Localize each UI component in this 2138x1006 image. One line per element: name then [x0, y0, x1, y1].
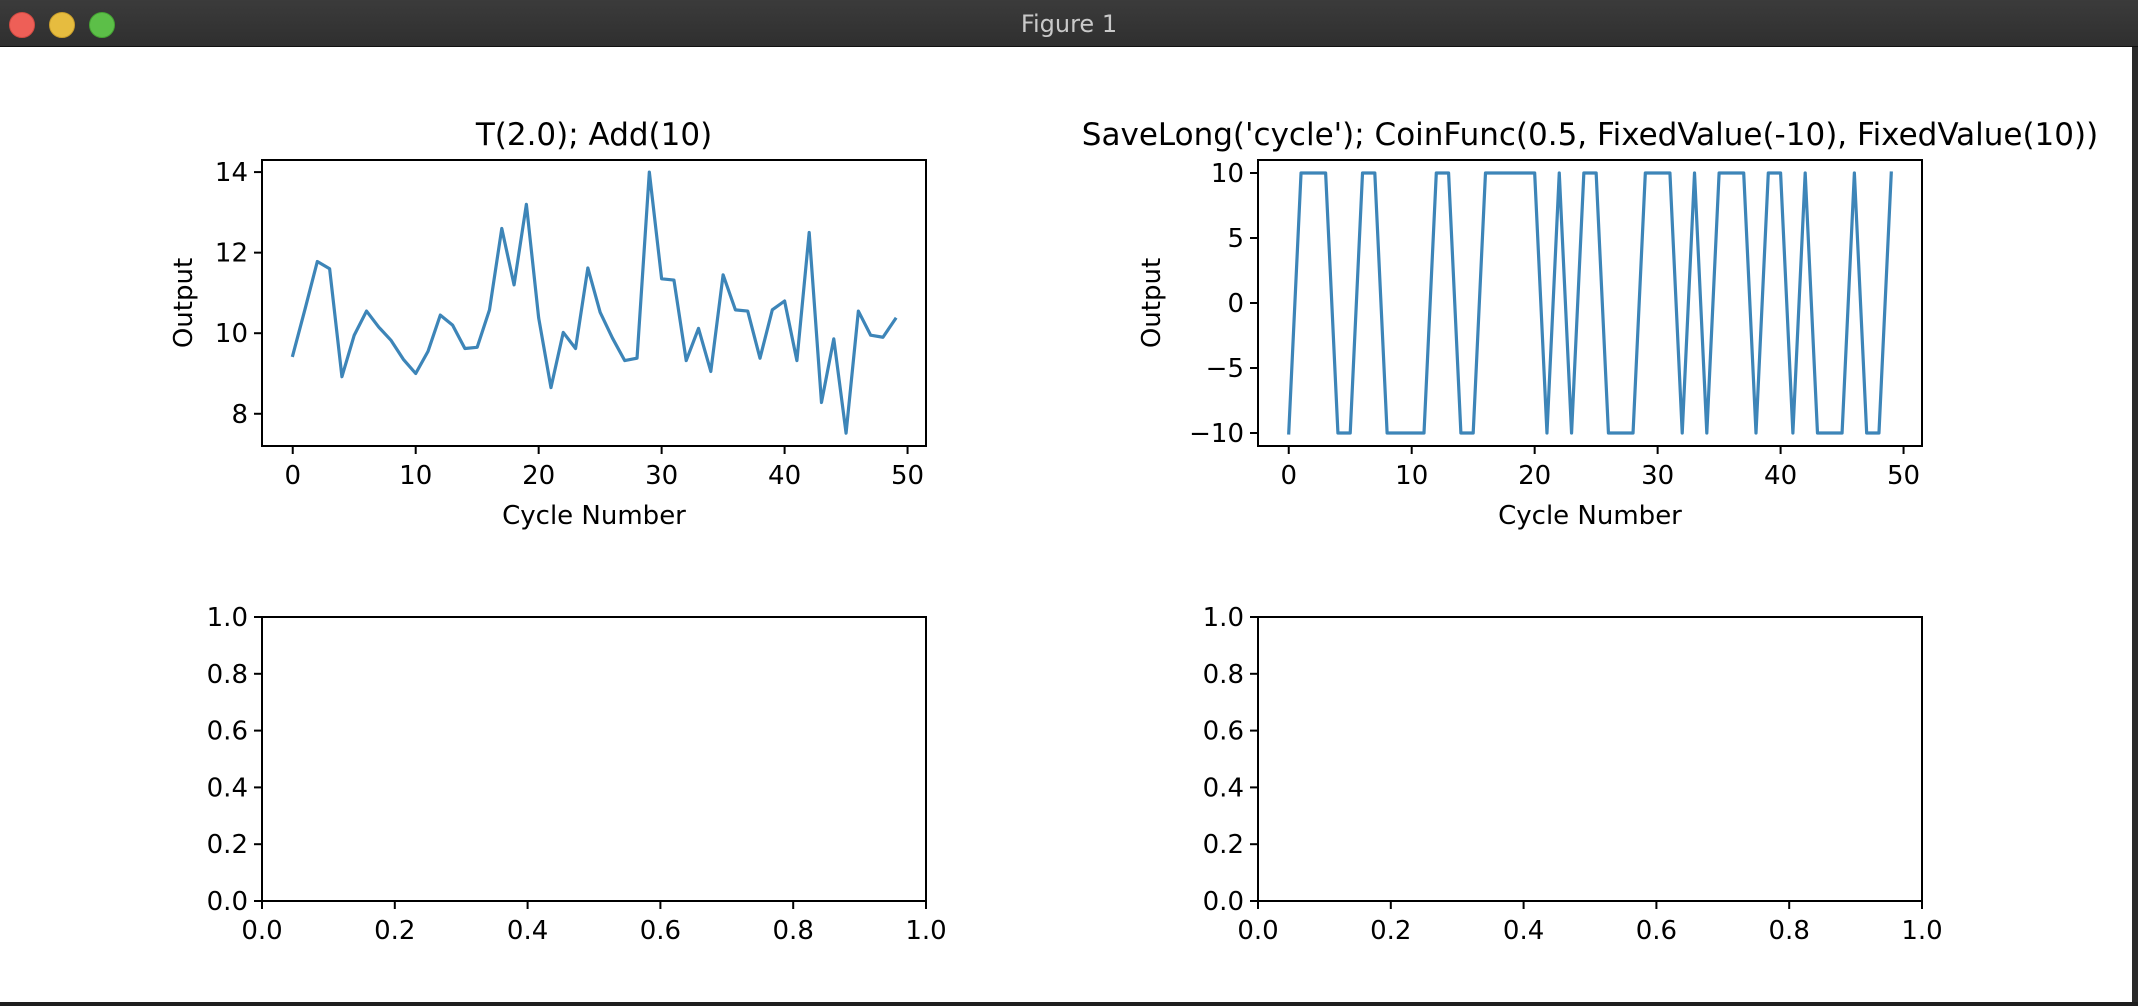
y-tick-label: 1.0: [207, 603, 248, 633]
x-tick-label: 1.0: [905, 916, 946, 946]
series-line: [290, 170, 898, 435]
x-tick-label: 50: [1887, 461, 1920, 491]
y-tick-label: 0.8: [1203, 660, 1244, 690]
plot-frame: [261, 159, 927, 447]
y-tick-label: 10: [1211, 159, 1244, 189]
y-tick-label: 0.6: [207, 717, 248, 747]
x-tick-label: 0: [284, 461, 301, 491]
series-line: [1287, 171, 1893, 435]
y-tick-label: 0.4: [207, 773, 248, 803]
y-tick-label: 10: [215, 319, 248, 349]
window-edge: [2132, 47, 2138, 1002]
y-tick-label: 0.0: [207, 887, 248, 917]
y-tick-label: 0.6: [1203, 717, 1244, 747]
x-tick-label: 0.4: [1503, 916, 1544, 946]
y-tick-label: 0.8: [207, 660, 248, 690]
y-axis-label: Output: [169, 258, 199, 348]
x-tick-label: 0.2: [374, 916, 415, 946]
window-title: Figure 1: [1020, 10, 1118, 38]
y-tick-label: 14: [215, 158, 248, 188]
y-tick-label: 0.4: [1203, 773, 1244, 803]
x-tick-label: 1.0: [1901, 916, 1942, 946]
x-tick-label: 0.8: [773, 916, 814, 946]
y-tick-label: 0.0: [1203, 887, 1244, 917]
figure-canvas: 0 10 20 30 40 50 8 10 12 14 T(2.0); Add(10) Cycle N…: [0, 47, 2132, 1002]
chart-4: 0.0 0.2 0.4 0.6 0.8 1.0 0.0 0.2 0.4 0.6 0.8 1.0: [1203, 603, 1943, 946]
minimize-button[interactable]: [49, 12, 75, 38]
x-tick-label: 10: [399, 461, 432, 491]
x-tick-label: 30: [1641, 461, 1674, 491]
y-tick-label: 1.0: [1203, 603, 1244, 633]
plot-frame: [261, 616, 927, 902]
x-tick-label: 0.6: [1636, 916, 1677, 946]
y-tick-label: 5: [1227, 224, 1244, 254]
chart-title: T(2.0); Add(10): [475, 117, 712, 153]
y-tick-label: −5: [1206, 354, 1244, 384]
chart-3: 0.0 0.2 0.4 0.6 0.8 1.0 0.0 0.2 0.4 0.6 0.8 1.0: [207, 603, 947, 946]
x-tick-label: 20: [522, 461, 555, 491]
chart-2: 0 10 20 30 40 50 −10 −5 0 5 10 SaveLong('cycle'); C…: [1082, 117, 2098, 531]
x-tick-label: 10: [1395, 461, 1428, 491]
chart-1: 0 10 20 30 40 50 8 10 12 14 T(2.0); Add(10) Cycle N…: [169, 117, 927, 531]
y-tick-label: 0.2: [207, 830, 248, 860]
x-tick-label: 0.0: [241, 916, 282, 946]
x-axis-label: Cycle Number: [502, 501, 686, 531]
plot-frame: [1257, 616, 1923, 902]
zoom-button[interactable]: [89, 12, 115, 38]
x-tick-label: 0.8: [1769, 916, 1810, 946]
x-tick-label: 40: [768, 461, 801, 491]
y-tick-label: 0: [1227, 289, 1244, 319]
x-axis-label: Cycle Number: [1498, 501, 1682, 531]
x-tick-label: 0.4: [507, 916, 548, 946]
x-tick-label: 0.2: [1370, 916, 1411, 946]
close-button[interactable]: [9, 12, 35, 38]
x-tick-label: 30: [645, 461, 678, 491]
x-tick-label: 0: [1280, 461, 1297, 491]
y-tick-label: 8: [231, 400, 248, 430]
window-titlebar: Figure 1: [0, 0, 2138, 47]
y-tick-label: −10: [1189, 419, 1244, 449]
chart-title: SaveLong('cycle'); CoinFunc(0.5, FixedVa…: [1082, 117, 2098, 153]
x-tick-label: 20: [1518, 461, 1551, 491]
x-tick-label: 40: [1764, 461, 1797, 491]
x-tick-label: 50: [891, 461, 924, 491]
y-tick-label: 12: [215, 239, 248, 269]
y-axis-label: Output: [1137, 258, 1167, 348]
y-tick-label: 0.2: [1203, 830, 1244, 860]
x-tick-label: 0.6: [640, 916, 681, 946]
x-tick-label: 0.0: [1237, 916, 1278, 946]
